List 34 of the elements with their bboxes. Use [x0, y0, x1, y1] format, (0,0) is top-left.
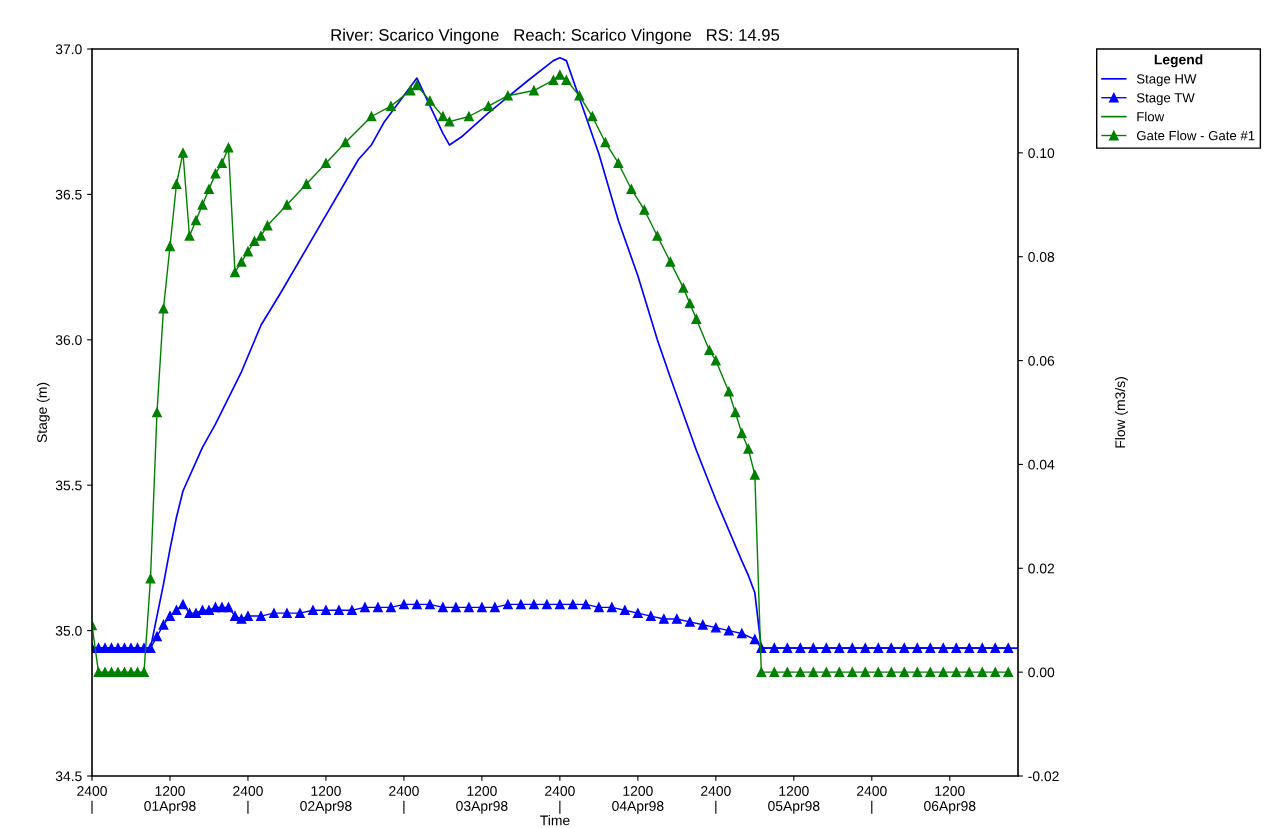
- x-axis-title: Time: [540, 815, 570, 826]
- x-tick-label: 1200 05Apr98: [768, 786, 820, 814]
- y2-tick-label: 0.06: [1028, 355, 1055, 366]
- y-tick-label: 36.0: [55, 335, 82, 345]
- y-tick-label: 35.0: [55, 625, 82, 636]
- x-tick-label: 2400 |: [857, 786, 887, 814]
- x-tick-label: 1200 04Apr98: [612, 786, 664, 814]
- legend-label: Stage TW: [1136, 93, 1195, 106]
- x-tick-label: 2400 |: [77, 786, 107, 814]
- y2-tick-label: 0.08: [1028, 252, 1055, 262]
- x-tick-label: 1200 06Apr98: [924, 786, 976, 814]
- y2-tick-label: 0.00: [1028, 667, 1055, 678]
- y2-tick-label: -0.02: [1028, 771, 1059, 782]
- y2-tick-label: 0.02: [1028, 563, 1055, 574]
- x-tick-label: 2400 |: [233, 786, 263, 814]
- x-tick-label: 2400 |: [545, 786, 575, 814]
- chart-title: River: Scarico Vingone Reach: Scarico Vingone RS: 14.95: [331, 28, 780, 45]
- y2-axis-title: Flow (m3/s): [1114, 377, 1128, 448]
- legend-title: Legend: [1154, 54, 1203, 68]
- legend-label: Flow: [1137, 111, 1165, 122]
- y-tick-label: 35.5: [55, 480, 82, 491]
- legend-label: Stage HW: [1136, 74, 1197, 87]
- x-tick-label: 2400 |: [701, 786, 731, 814]
- legend-label: Gate Flow - Gate #1: [1136, 130, 1255, 141]
- x-tick-label: 1200 02Apr98: [300, 786, 352, 814]
- y-axis-title: Stage (m): [36, 382, 50, 443]
- x-tick-label: 1200 03Apr98: [456, 786, 508, 814]
- x-tick-label: 2400 |: [389, 786, 419, 814]
- y-tick-label: 36.5: [55, 189, 82, 200]
- y2-tick-label: 0.10: [1028, 148, 1055, 159]
- x-tick-label: 1200 01Apr98: [144, 786, 196, 814]
- y-tick-label: 37.0: [55, 44, 82, 55]
- y-tick-label: 34.5: [55, 771, 82, 782]
- y2-tick-label: 0.04: [1028, 459, 1055, 470]
